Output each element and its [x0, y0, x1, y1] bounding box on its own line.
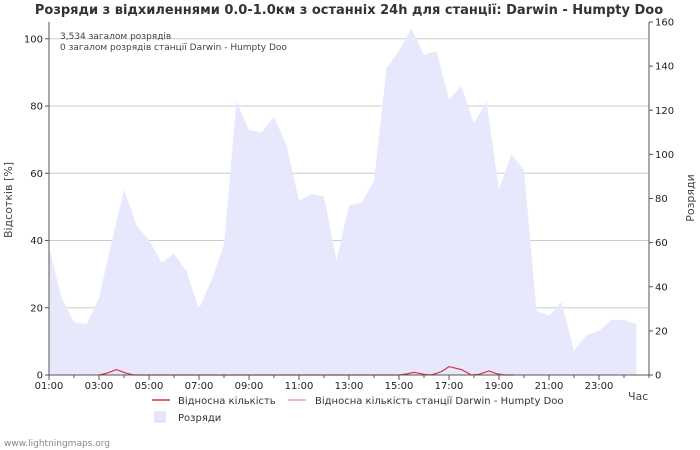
x-tick-label: 21:00: [535, 381, 564, 392]
x-tick-label: 15:00: [385, 381, 414, 392]
y-right-tick-label: 120: [655, 106, 674, 117]
annotation-station-strokes: 0 загалом розрядів станції Darwin - Hump…: [60, 43, 287, 53]
x-tick-label: 19:00: [485, 381, 514, 392]
x-tick-label: 03:00: [85, 381, 114, 392]
x-tick-label: 17:00: [435, 381, 464, 392]
chart-title: Розряди з відхиленнями 0.0-1.0км з остан…: [35, 3, 663, 18]
y-axis-left-label: Відсотків [%]: [2, 162, 15, 238]
y-right-tick-label: 40: [655, 282, 668, 293]
footer-credit: www.lightningmaps.org: [4, 439, 110, 449]
y-right-tick-label: 20: [655, 326, 668, 337]
legend-label-strokes: Розряди: [178, 413, 221, 424]
series-area-strokes: [49, 28, 637, 376]
y-right-tick-label: 160: [655, 18, 674, 29]
left-y-ticks: 0 20 40 60 80 100: [24, 34, 49, 382]
y-right-tick-label: 140: [655, 62, 674, 73]
y-right-tick-label: 60: [655, 238, 668, 249]
y-right-tick-label: 0: [655, 371, 661, 382]
y-left-tick-label: 20: [30, 303, 43, 314]
x-tick-label: 11:00: [285, 381, 314, 392]
y-left-tick-label: 40: [30, 236, 43, 247]
y-left-tick-label: 0: [37, 371, 43, 382]
x-tick-label: 07:00: [185, 381, 214, 392]
x-tick-label: 13:00: [335, 381, 364, 392]
y-right-tick-label: 80: [655, 194, 668, 205]
legend-label-station: Відносна кількість станції Darwin - Hump…: [315, 395, 564, 407]
legend-label-relative: Відносна кількість: [178, 395, 276, 407]
area-layer: [49, 28, 637, 376]
x-axis-label: Час: [628, 390, 648, 403]
x-tick-label: 23:00: [585, 381, 614, 392]
annotation-total-strokes: 3,534 загалом розрядів: [60, 32, 171, 42]
y-left-tick-label: 60: [30, 169, 43, 180]
y-axis-right-label: Розряди: [684, 174, 697, 222]
x-tick-label: 09:00: [235, 381, 264, 392]
x-tick-label: 05:00: [135, 381, 164, 392]
y-right-tick-label: 100: [655, 150, 674, 161]
y-left-tick-label: 80: [30, 102, 43, 113]
y-left-tick-label: 100: [24, 34, 43, 45]
right-y-ticks: 0 20 40 60 80 100 120 140 160: [649, 18, 674, 382]
legend-swatch-strokes: [154, 411, 166, 423]
legend: Відносна кількість Відносна кількість ст…: [152, 395, 564, 424]
x-tick-label: 01:00: [35, 381, 64, 392]
x-ticks: 01:00 03:00 05:00 07:00 09:00 11:00 13:00 15:00…: [35, 375, 650, 392]
